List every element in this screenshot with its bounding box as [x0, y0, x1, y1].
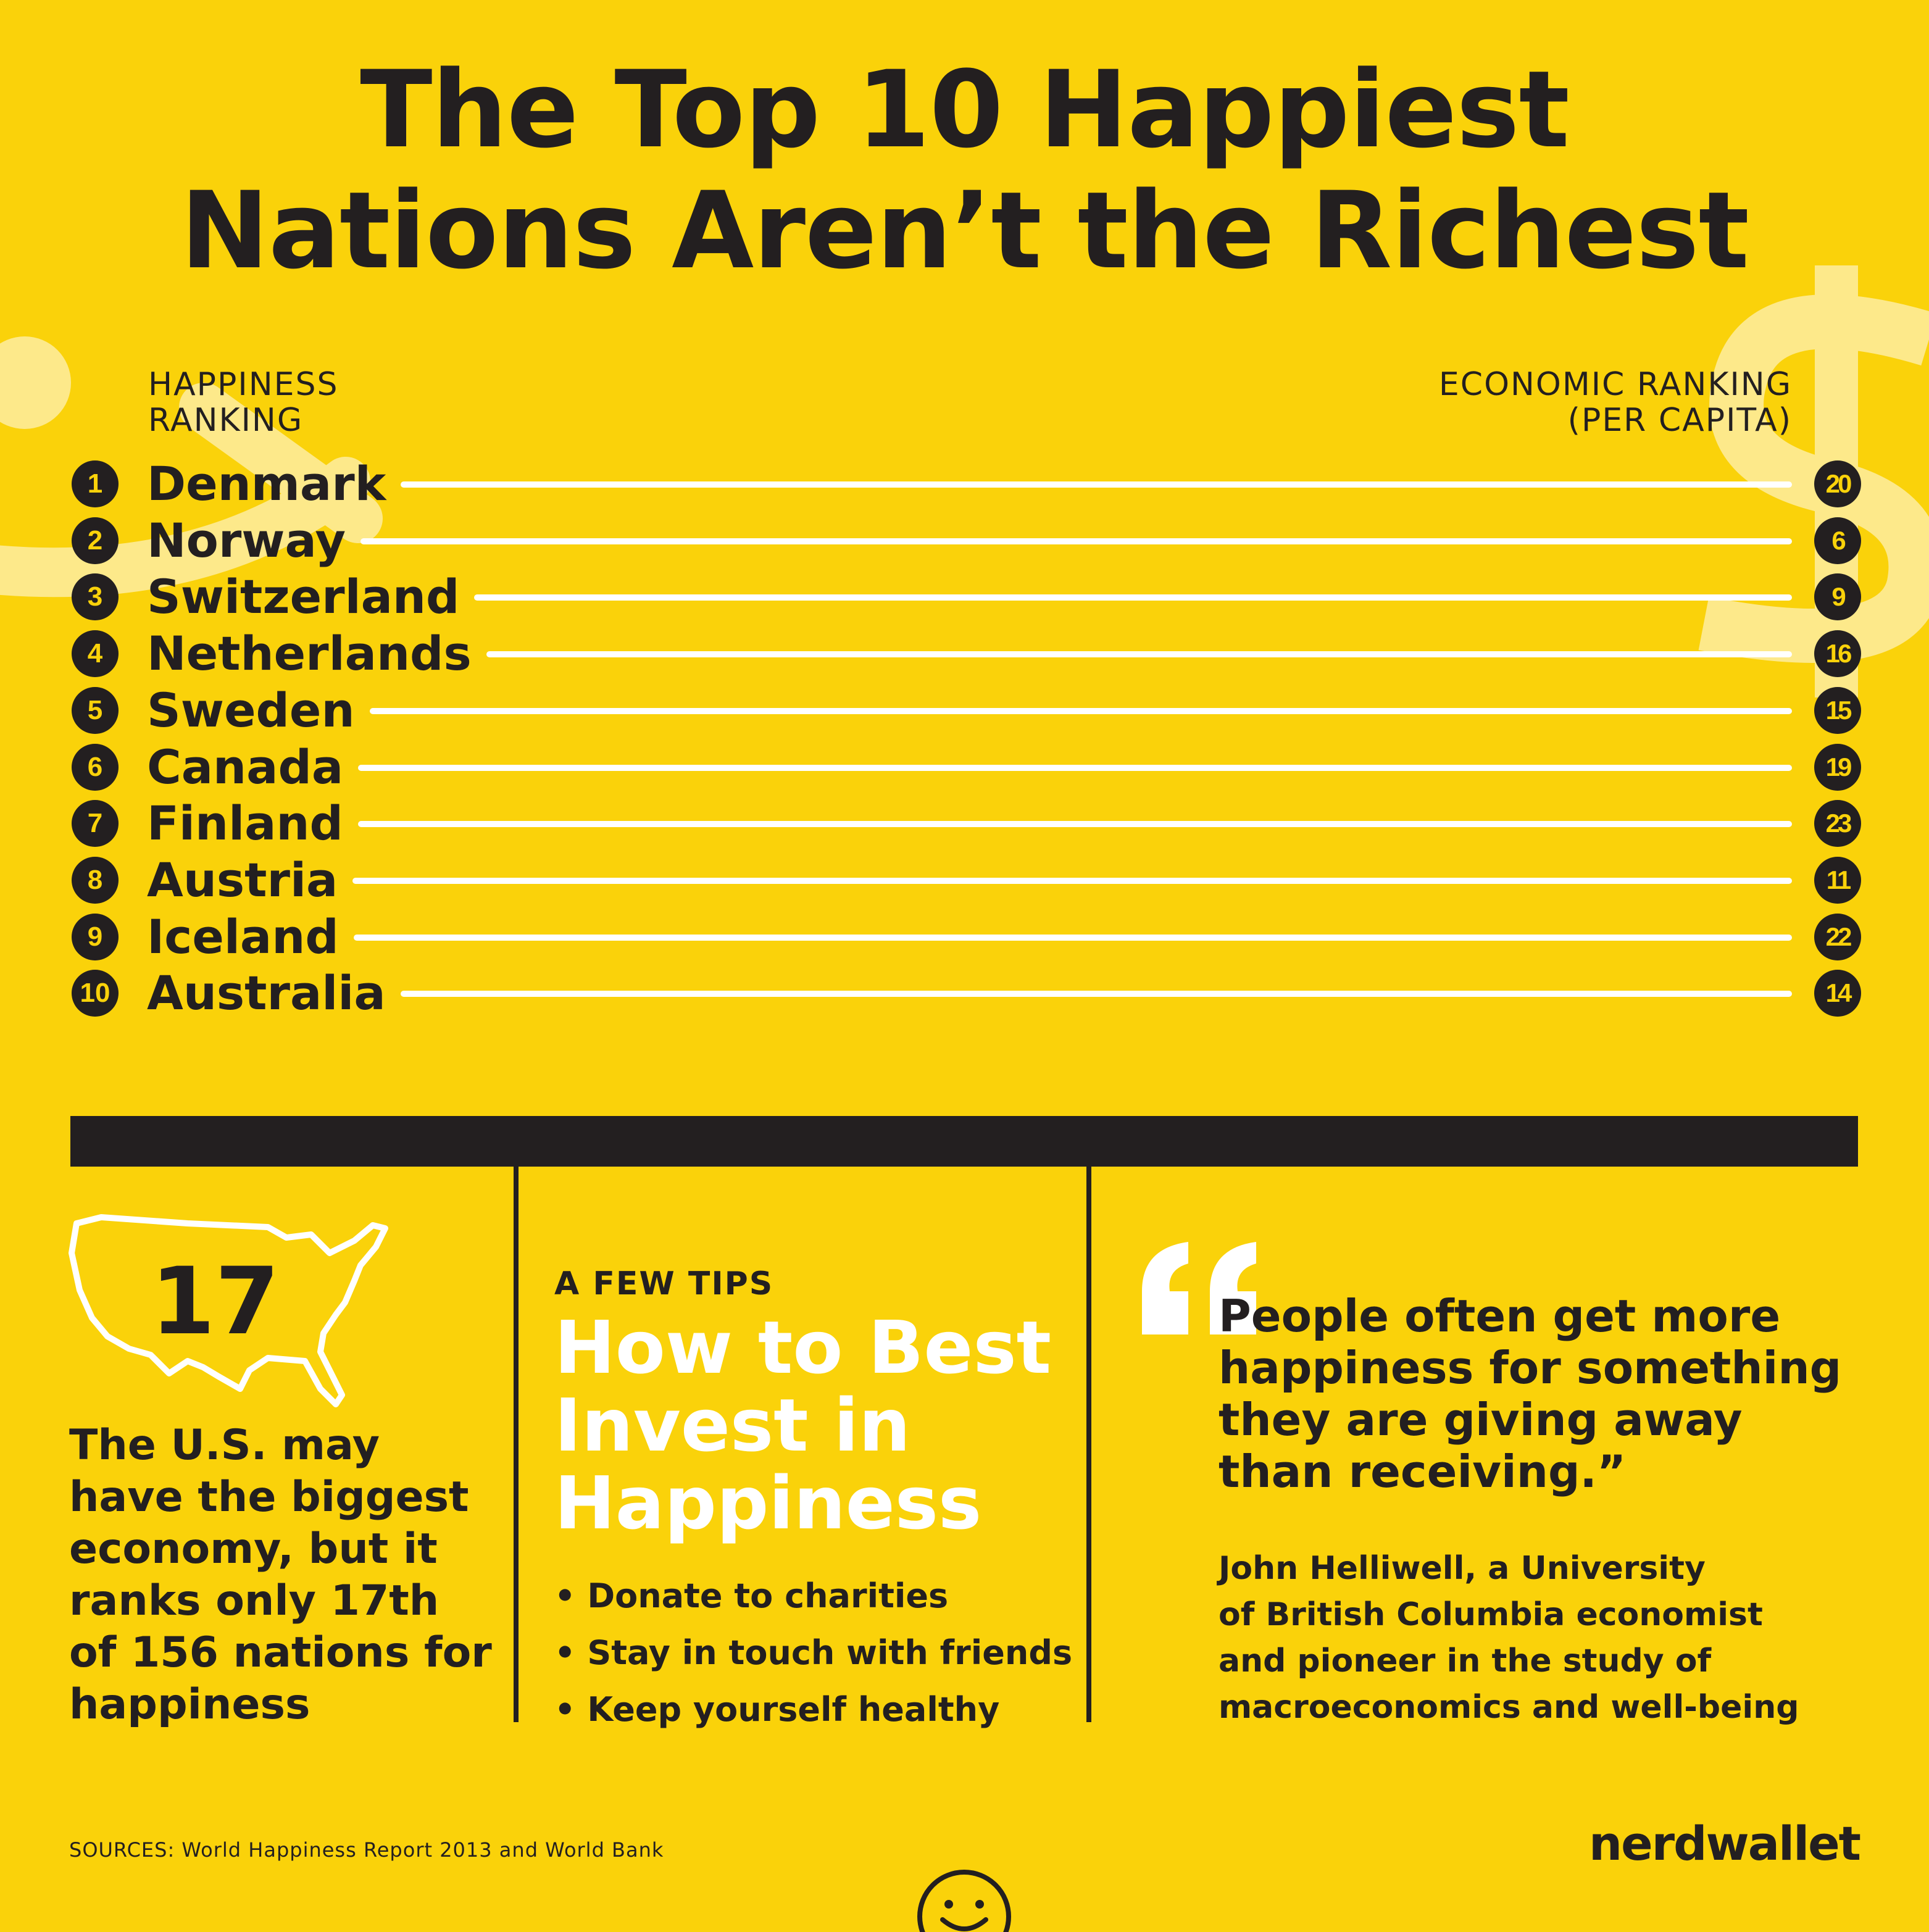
- connector-line: [486, 651, 1792, 658]
- country-name: Norway: [147, 512, 346, 568]
- column-separator-1: [514, 1167, 519, 1722]
- happiness-rank-badge: 2: [72, 517, 119, 564]
- happiness-rank-badge: 7: [72, 800, 119, 847]
- happiness-rank-badge: 10: [72, 970, 119, 1017]
- economic-rank-badge: 16: [1814, 630, 1861, 678]
- country-name: Switzerland: [147, 569, 460, 625]
- ranking-row: 5 Sweden 15: [0, 682, 1929, 739]
- connector-line: [358, 764, 1792, 771]
- economic-rank-badge: 9: [1814, 573, 1861, 621]
- us-map-icon: [69, 1214, 388, 1407]
- connector-line: [401, 481, 1792, 488]
- us-rank-number: 17: [151, 1248, 280, 1355]
- ranking-row: 9 Iceland 22: [0, 909, 1929, 965]
- quote-attribution: John Helliwell, a University of British …: [1219, 1550, 1799, 1726]
- happiness-rank-badge: 5: [72, 686, 119, 734]
- us-rank-text: The U.S. may have the biggest economy, b…: [69, 1421, 492, 1729]
- happiness-rank-badge: 9: [72, 913, 119, 960]
- connector-line: [354, 934, 1792, 941]
- ranking-row: 4 Netherlands 16: [0, 625, 1929, 682]
- section-divider: [70, 1116, 1858, 1167]
- connector-line: [352, 877, 1792, 884]
- tips-kicker: A FEW TIPS: [554, 1265, 774, 1302]
- tip-item: • Keep yourself healthy: [554, 1690, 1000, 1729]
- economic-ranking-header: ECONOMIC RANKING (PER CAPITA): [1438, 366, 1792, 439]
- tip-item: • Donate to charities: [554, 1576, 949, 1615]
- tips-list: • Donate to charities • Stay in touch wi…: [554, 1568, 1072, 1738]
- economic-rank-badge: 23: [1814, 800, 1861, 847]
- quote-text: People often get more happiness for some…: [1219, 1290, 1842, 1497]
- economic-rank-badge: 6: [1814, 517, 1861, 564]
- economic-rank-badge: 14: [1814, 970, 1861, 1017]
- ranking-row: 7 Finland 23: [0, 795, 1929, 852]
- quote-mark-icon: [1142, 1242, 1256, 1334]
- country-name: Finland: [147, 796, 343, 851]
- country-name: Denmark: [147, 456, 386, 511]
- smiley-face-icon: [917, 1870, 1011, 1932]
- title-line-2: Nations Aren’t the Richest: [180, 169, 1749, 293]
- ranking-row: 8 Austria 11: [0, 852, 1929, 909]
- brand-logo: nerdwallet: [1588, 1816, 1861, 1871]
- connector-line: [358, 821, 1792, 828]
- dollar-sign-left-icon: [0, 336, 383, 598]
- country-name: Sweden: [147, 682, 355, 738]
- country-name: Netherlands: [147, 626, 472, 681]
- economic-rank-badge: 11: [1814, 856, 1861, 904]
- ranking-row: 6 Canada 19: [0, 739, 1929, 796]
- happiness-rank-badge: 4: [72, 630, 119, 678]
- country-name: Australia: [147, 965, 386, 1021]
- economic-rank-badge: 20: [1814, 460, 1861, 507]
- ranking-row: 2 Norway 6: [0, 512, 1929, 569]
- happiness-rank-badge: 6: [72, 743, 119, 791]
- page-title: The Top 10 Happiest Nations Aren’t the R…: [0, 49, 1929, 291]
- tips-title: How to Best Invest in Happiness: [554, 1305, 1052, 1546]
- ranking-row: 1 Denmark 20: [0, 456, 1929, 512]
- connector-line: [370, 707, 1792, 714]
- column-separator-2: [1086, 1167, 1091, 1722]
- happiness-rank-badge: 1: [72, 460, 119, 507]
- happiness-rank-badge: 8: [72, 856, 119, 904]
- happiness-ranking-header: HAPPINESS RANKING: [148, 366, 339, 439]
- country-name: Canada: [147, 739, 344, 794]
- economic-rank-badge: 15: [1814, 686, 1861, 734]
- happiness-rank-badge: 3: [72, 573, 119, 621]
- connector-line: [474, 594, 1792, 601]
- title-line-1: The Top 10 Happiest: [360, 48, 1570, 172]
- country-name: Austria: [147, 852, 338, 907]
- tip-item: • Stay in touch with friends: [554, 1633, 1073, 1672]
- ranking-row: 10 Australia 14: [0, 965, 1929, 1022]
- connector-line: [401, 991, 1792, 997]
- connector-line: [360, 538, 1792, 544]
- sources-note: SOURCES: World Happiness Report 2013 and…: [69, 1838, 664, 1862]
- ranking-row: 3 Switzerland 9: [0, 568, 1929, 625]
- country-name: Iceland: [147, 909, 339, 964]
- economic-rank-badge: 22: [1814, 913, 1861, 960]
- economic-rank-badge: 19: [1814, 743, 1861, 791]
